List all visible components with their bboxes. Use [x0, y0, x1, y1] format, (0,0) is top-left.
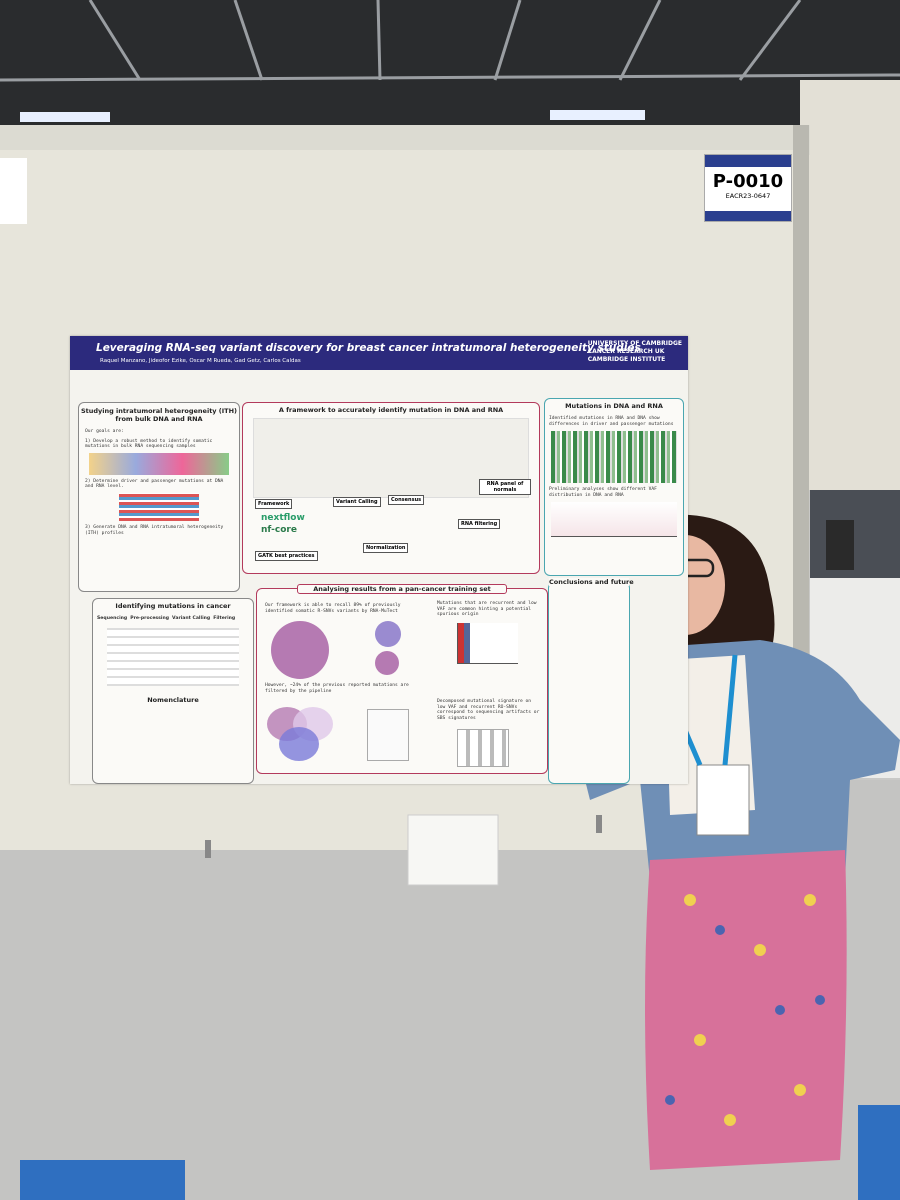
section-title: Studying intratumoral heterogeneity (ITH… — [80, 407, 238, 423]
board-sign: P-0010 EACR23-0647 — [704, 154, 792, 222]
tool-logo: nextflow — [261, 513, 305, 523]
heatmap — [551, 431, 677, 484]
board-number: P-0010 — [712, 171, 784, 192]
section-text: However, ~24% of the previous reported m… — [265, 683, 409, 694]
board-leg — [596, 815, 602, 833]
venn-circle — [271, 621, 329, 679]
section-title: Mutations in DNA and RNA — [565, 402, 663, 410]
section-mutations: Mutations in DNA and RNA Identified muta… — [544, 398, 684, 576]
presenter — [530, 514, 900, 1170]
section-text: Decomposed mutational signature on low V… — [437, 699, 540, 721]
goal: 2) Determine driver and passenger mutati… — [85, 478, 224, 490]
ceiling — [0, 0, 900, 125]
histogram — [457, 623, 518, 664]
board-leg — [205, 840, 211, 858]
info-card — [407, 814, 499, 886]
label: RNA panel of normals — [479, 479, 531, 495]
section-title: Identifying mutations in cancer — [115, 602, 231, 610]
label: GATK best practices — [255, 551, 318, 561]
poster-authors: Raquel Manzano, Jideofor Ezike, Oscar M … — [100, 358, 301, 364]
section-title: Conclusions and future — [549, 578, 634, 586]
step: Pre-processing — [130, 616, 170, 621]
bar-plot — [367, 709, 409, 761]
venn-circle — [279, 727, 319, 761]
venn-circle — [375, 621, 401, 647]
goal: 1) Develop a robust method to identify s… — [85, 438, 213, 450]
label: Framework — [255, 499, 293, 509]
logo-text: CANCER RESEARCH UK — [587, 348, 665, 355]
step: Sequencing — [97, 616, 128, 621]
back-wall-dark — [810, 490, 900, 580]
section-text: Mutations that are recurrent and low VAF… — [437, 601, 537, 618]
goal: 3) Generate DNA and RNA intratumoral het… — [85, 524, 224, 536]
distant-person — [826, 520, 854, 570]
step: Variant Calling — [172, 616, 211, 621]
section-conclusions: Conclusions and future — [548, 578, 634, 784]
step-row: Sequencing Pre-processing Variant Callin… — [97, 616, 249, 622]
section-title: Analysing results from a pan-cancer trai… — [297, 584, 507, 594]
label: Consensus — [388, 495, 425, 505]
ceiling-light — [550, 110, 645, 120]
figure — [107, 627, 239, 686]
section-text: Identified mutations in RNA and DNA show… — [549, 416, 674, 427]
logos: UNIVERSITY OF CAMBRIDGE CANCER RESEARCH … — [588, 340, 682, 364]
section-title: A framework to accurately identify mutat… — [278, 406, 504, 414]
sign-band — [705, 155, 791, 167]
figure — [119, 492, 199, 521]
badge — [696, 764, 750, 836]
venn-circle — [375, 651, 399, 675]
step: Filtering — [213, 616, 236, 621]
vaf-plot — [551, 502, 677, 538]
ceiling-truss — [0, 0, 900, 82]
back-wall — [800, 80, 900, 490]
blue-box — [20, 1160, 185, 1200]
section-identifying: Identifying mutations in cancer Sequenci… — [92, 598, 254, 784]
section-analysing: Analysing results from a pan-cancer trai… — [256, 584, 548, 774]
boxplot — [457, 729, 509, 767]
logo-text: CAMBRIDGE INSTITUTE — [587, 356, 666, 363]
section-framework: A framework to accurately identify mutat… — [242, 402, 540, 574]
poster-title: Leveraging RNA-seq variant discovery for… — [96, 342, 641, 354]
poster: Leveraging RNA-seq variant discovery for… — [70, 336, 688, 784]
subheading: Nomenclature — [147, 695, 199, 704]
sign-band — [705, 211, 791, 221]
label: Variant Calling — [333, 497, 381, 507]
section-ith: Studying intratumoral heterogeneity (ITH… — [78, 402, 240, 592]
section-text: Our goals are: — [85, 429, 124, 434]
blue-box — [858, 1105, 900, 1200]
figure — [89, 452, 229, 475]
neighbour-sign — [0, 158, 27, 224]
abstract-code: EACR23-0647 — [725, 192, 771, 200]
tool-logo: nf-core — [261, 525, 297, 535]
label: Normalization — [363, 543, 409, 553]
poster-header: Leveraging RNA-seq variant discovery for… — [70, 336, 688, 370]
section-text: Our framework is able to recall 89% of p… — [265, 603, 401, 614]
label: RNA filtering — [458, 519, 501, 529]
logo-text: UNIVERSITY OF CAMBRIDGE — [587, 340, 682, 347]
section-text: Preliminary analyses show different VAF … — [549, 487, 657, 498]
ceiling-light — [20, 112, 110, 122]
